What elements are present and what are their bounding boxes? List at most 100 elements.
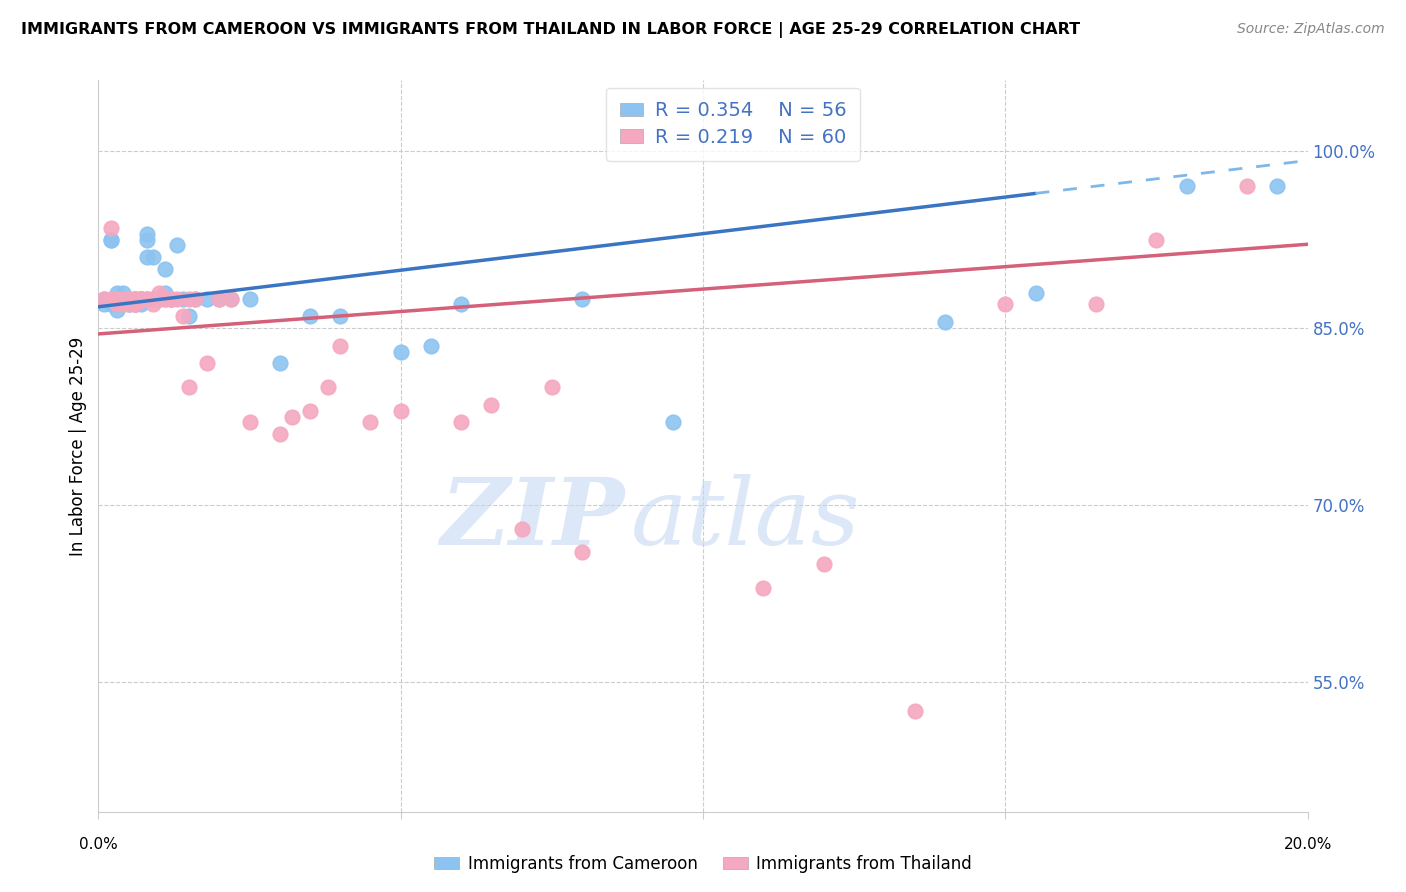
Point <box>118 297 141 311</box>
Point <box>389 344 412 359</box>
Point <box>124 292 146 306</box>
Point <box>129 292 152 306</box>
Point <box>100 233 122 247</box>
Point <box>179 292 201 306</box>
Point <box>118 297 141 311</box>
Point <box>105 297 128 311</box>
Point <box>129 292 152 306</box>
Point <box>142 250 165 264</box>
Point <box>124 292 146 306</box>
Point <box>118 292 141 306</box>
Point <box>142 292 165 306</box>
Point <box>135 227 157 241</box>
Point <box>93 292 115 306</box>
Point <box>481 398 503 412</box>
Point <box>118 297 141 311</box>
Point <box>100 297 122 311</box>
Point <box>118 292 141 306</box>
Point <box>105 297 128 311</box>
Point <box>160 292 183 306</box>
Point <box>195 356 218 370</box>
Point <box>124 297 146 311</box>
Point <box>316 380 339 394</box>
Text: ZIP: ZIP <box>440 475 624 564</box>
Point <box>510 522 533 536</box>
Point <box>813 557 835 571</box>
Point <box>142 292 165 306</box>
Point <box>540 380 562 394</box>
Point <box>135 250 157 264</box>
Point <box>100 233 122 247</box>
Point <box>179 380 201 394</box>
Point <box>1144 233 1167 247</box>
Point <box>100 220 122 235</box>
Point <box>105 292 128 306</box>
Text: 20.0%: 20.0% <box>1284 837 1331 852</box>
Point <box>195 292 218 306</box>
Point <box>166 238 188 252</box>
Point <box>124 297 146 311</box>
Point <box>153 292 176 306</box>
Point <box>142 297 165 311</box>
Point <box>111 285 134 300</box>
Point <box>153 292 176 306</box>
Point <box>160 292 183 306</box>
Point <box>105 292 128 306</box>
Point <box>129 292 152 306</box>
Point <box>148 292 170 306</box>
Point <box>1024 285 1046 300</box>
Point <box>118 292 141 306</box>
Point <box>299 403 322 417</box>
Point <box>571 292 593 306</box>
Point <box>934 315 956 329</box>
Point <box>1236 179 1258 194</box>
Point <box>752 581 775 595</box>
Point <box>105 303 128 318</box>
Point <box>329 310 352 324</box>
Point <box>142 292 165 306</box>
Point <box>111 297 134 311</box>
Text: Source: ZipAtlas.com: Source: ZipAtlas.com <box>1237 22 1385 37</box>
Point <box>153 285 176 300</box>
Point <box>100 292 122 306</box>
Point <box>135 292 157 306</box>
Point <box>129 292 152 306</box>
Point <box>160 292 183 306</box>
Point <box>166 292 188 306</box>
Point <box>269 356 291 370</box>
Point <box>135 292 157 306</box>
Point <box>904 705 927 719</box>
Point <box>1085 297 1108 311</box>
Point <box>105 292 128 306</box>
Point <box>124 292 146 306</box>
Point <box>129 297 152 311</box>
Legend: Immigrants from Cameroon, Immigrants from Thailand: Immigrants from Cameroon, Immigrants fro… <box>427 848 979 880</box>
Point <box>111 292 134 306</box>
Point <box>389 403 412 417</box>
Point <box>129 292 152 306</box>
Point <box>329 339 352 353</box>
Point <box>172 292 194 306</box>
Point <box>124 292 146 306</box>
Point <box>184 292 207 306</box>
Point <box>179 310 201 324</box>
Point <box>184 292 207 306</box>
Point <box>111 292 134 306</box>
Point <box>299 310 322 324</box>
Point <box>153 262 176 277</box>
Point <box>111 297 134 311</box>
Text: atlas: atlas <box>630 475 860 564</box>
Point <box>93 297 115 311</box>
Point <box>129 292 152 306</box>
Point <box>269 427 291 442</box>
Point <box>111 292 134 306</box>
Text: IMMIGRANTS FROM CAMEROON VS IMMIGRANTS FROM THAILAND IN LABOR FORCE | AGE 25-29 : IMMIGRANTS FROM CAMEROON VS IMMIGRANTS F… <box>21 22 1080 38</box>
Point <box>148 292 170 306</box>
Point <box>208 292 231 306</box>
Point <box>93 292 115 306</box>
Point <box>118 292 141 306</box>
Point <box>1267 179 1289 194</box>
Point <box>135 233 157 247</box>
Point <box>105 285 128 300</box>
Y-axis label: In Labor Force | Age 25-29: In Labor Force | Age 25-29 <box>69 336 87 556</box>
